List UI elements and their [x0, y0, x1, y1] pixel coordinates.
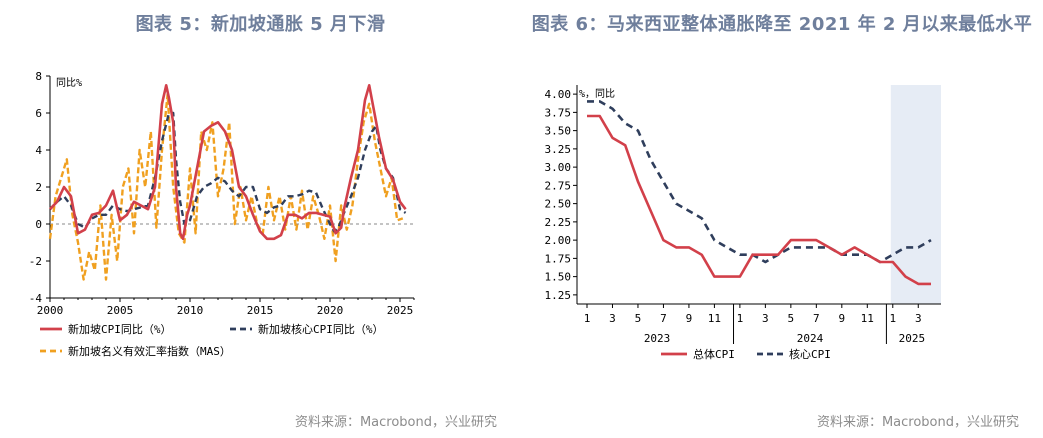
y-tick-label: 0: [35, 218, 42, 231]
chart-panel-left: 图表 5：新加坡通胀 5 月下滑 8 6 4 2 0 -2 -4 2000 2005 2010 20…: [0, 0, 521, 438]
y-tick-label: 3.25: [545, 143, 572, 156]
legend-label: 总体CPI: [693, 347, 735, 361]
x-tick-label: 2000: [37, 304, 64, 317]
y-tick-label: 2.50: [545, 198, 572, 211]
x-tick-label: 3: [609, 312, 616, 325]
legend-label: 核心CPI: [789, 347, 831, 361]
chart-panel-right: 图表 6：马来西亚整体通胀降至 2021 年 2 月以来最低水平 4.00 3.7…: [521, 0, 1043, 438]
x-tick-label: 2020: [317, 304, 344, 317]
forecast-shade: [890, 85, 941, 304]
y-tick-label: 2: [35, 181, 42, 194]
y-tick-label: 4.00: [545, 88, 572, 101]
y-tick-label: -2: [29, 255, 42, 268]
cpi-chart-malaysia: 4.00 3.75 3.50 3.25 3.00 2.75 2.50 2.25 2.00 1.75…: [545, 85, 941, 361]
year-label: 2023: [644, 332, 671, 345]
x-tick-label: 9: [839, 312, 846, 325]
y-tick-label: -4: [29, 292, 43, 305]
y-tick-label: 2.25: [545, 216, 572, 229]
x-tick-label: 3: [915, 312, 922, 325]
y-tick-label: 1.25: [545, 289, 572, 302]
y-tick-label: 3.50: [545, 125, 572, 138]
y-tick-label: 2.00: [545, 234, 572, 247]
x-tick-label: 11: [708, 312, 721, 325]
legend-label: 新加坡核心CPI同比（%）: [258, 322, 384, 336]
legend-label: 新加坡名义有效汇率指数（MAS）: [68, 344, 231, 358]
x-tick-label: 5: [635, 312, 642, 325]
y-tick-label: 1.50: [545, 271, 572, 284]
year-label: 2025: [899, 332, 926, 345]
chart-title: 图表 5：新加坡通胀 5 月下滑: [135, 14, 386, 35]
x-tick-label: 1: [737, 312, 744, 325]
x-tick-label: 2015: [247, 304, 274, 317]
x-tick-label: 3: [762, 312, 769, 325]
source-note: 资料来源：Macrobond，兴业研究: [294, 415, 497, 430]
x-tick-label: 1: [889, 312, 896, 325]
x-tick-label: 9: [686, 312, 693, 325]
y-tick-label: 6: [35, 107, 42, 120]
x-tick-label: 11: [861, 312, 874, 325]
y-tick-label: 1.75: [545, 252, 572, 265]
unit-label: %，同比: [579, 88, 615, 100]
series-line-1: [49, 84, 407, 241]
series-line-2: [587, 100, 932, 264]
legend-label: 新加坡CPI同比（%）: [68, 322, 172, 336]
unit-label: 同比%: [56, 77, 82, 89]
year-label: 2024: [797, 332, 824, 345]
x-tick-label: 1: [584, 312, 591, 325]
series-line-1: [587, 114, 931, 286]
y-tick-label: 8: [35, 70, 42, 83]
y-tick-label: 3.00: [545, 161, 572, 174]
x-tick-label: 7: [660, 312, 667, 325]
x-tick-label: 5: [788, 312, 795, 325]
source-note: 资料来源：Macrobond，兴业研究: [816, 415, 1019, 430]
x-tick-label: 2025: [387, 304, 414, 317]
x-tick-label: 7: [813, 312, 820, 325]
x-tick-label: 2010: [177, 304, 204, 317]
series-line-3: [48, 93, 404, 281]
x-tick-label: 2005: [107, 304, 134, 317]
chart-title: 图表 6：马来西亚整体通胀降至 2021 年 2 月以来最低水平: [531, 14, 1033, 35]
y-tick-label: 2.75: [545, 179, 572, 192]
y-tick-label: 3.75: [545, 106, 572, 119]
y-tick-label: 4: [35, 144, 42, 157]
